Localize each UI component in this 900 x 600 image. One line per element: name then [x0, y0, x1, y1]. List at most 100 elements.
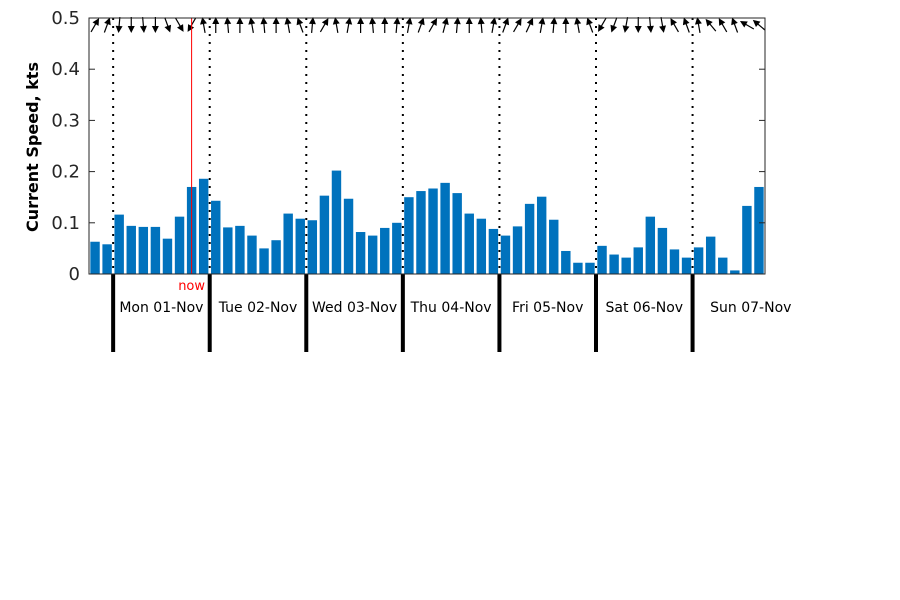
arrow-head: [538, 17, 546, 25]
plot-frame: [88, 17, 766, 275]
arrow-head: [490, 17, 498, 25]
direction-arrow: [598, 17, 607, 32]
arrow-head: [224, 17, 232, 25]
arrow-head: [634, 26, 642, 33]
day-label: Sun 07-Nov: [710, 300, 791, 316]
bar: [561, 250, 571, 274]
bar: [693, 247, 704, 274]
bar: [343, 198, 354, 274]
arrow-head: [453, 17, 461, 25]
direction-arrow: [562, 17, 570, 33]
direction-arrow: [127, 17, 135, 33]
arrow-head: [526, 17, 534, 26]
direction-arrow: [538, 17, 546, 33]
arrow-head: [694, 17, 702, 25]
direction-arrow: [752, 19, 766, 31]
bar: [754, 186, 764, 274]
bar: [512, 226, 523, 274]
arrow-head: [731, 17, 738, 26]
bar: [162, 238, 173, 274]
direction-arrow: [694, 17, 702, 33]
arrow-head: [236, 17, 244, 24]
bar: [549, 219, 559, 274]
direction-arrow: [345, 17, 353, 33]
arrow-head: [550, 17, 558, 25]
direction-arrow: [332, 17, 340, 33]
y-tick-label: 0.2: [51, 162, 80, 183]
arrow-head: [321, 18, 329, 26]
direction-arrow: [646, 16, 654, 33]
arrow-head: [646, 25, 654, 33]
arrow-head: [430, 18, 438, 26]
bar: [174, 216, 185, 274]
arrow-head: [659, 25, 667, 33]
direction-arrow: [428, 18, 438, 33]
day-label: Mon 01-Nov: [119, 300, 203, 316]
direction-arrow: [610, 17, 618, 33]
bar: [621, 257, 631, 274]
direction-arrow: [175, 17, 184, 32]
direction-arrow: [634, 17, 642, 33]
y-tick-label: 0.1: [51, 213, 80, 234]
bar: [271, 240, 281, 274]
bar: [705, 236, 716, 274]
direction-arrow: [90, 18, 100, 33]
arrow-head: [260, 17, 268, 25]
bar: [730, 270, 740, 274]
bar: [102, 244, 112, 274]
direction-arrow: [308, 17, 316, 34]
bar: [609, 254, 619, 274]
direction-arrow: [224, 17, 232, 34]
arrow-head: [357, 17, 365, 24]
day-label: Fri 05-Nov: [512, 300, 583, 316]
bar: [476, 218, 487, 274]
now-label: now: [178, 279, 205, 294]
now-marker: now: [178, 18, 205, 294]
arrow-head: [574, 17, 582, 25]
direction-arrow: [477, 17, 485, 34]
direction-arrow: [574, 17, 582, 33]
direction-arrow: [103, 17, 111, 33]
direction-arrow: [248, 17, 256, 33]
direction-arrow: [164, 17, 172, 33]
y-tick-label: 0.4: [51, 59, 80, 80]
direction-arrow: [187, 17, 197, 32]
direction-arrow: [236, 17, 244, 33]
bar: [307, 220, 318, 274]
bar: [283, 213, 293, 274]
bar: [211, 200, 221, 274]
arrow-head: [104, 17, 111, 26]
arrow-head: [345, 17, 353, 25]
bar: [404, 197, 414, 274]
bar: [235, 225, 245, 274]
bar: [223, 227, 233, 274]
direction-arrow: [682, 17, 690, 33]
bar: [718, 257, 728, 274]
bar: [90, 241, 100, 274]
direction-arrows: [90, 16, 766, 34]
y-axis-ticks: 0 0.1 0.2 0.3 0.4 0.5: [51, 8, 765, 285]
plot-axes: [88, 17, 766, 275]
direction-arrow: [659, 17, 667, 33]
direction-arrow: [490, 17, 498, 33]
direction-arrow: [718, 18, 728, 33]
bar: [138, 226, 149, 274]
day-label: Sat 06-Nov: [605, 300, 683, 316]
direction-arrow: [502, 17, 510, 33]
direction-arrow: [622, 17, 630, 33]
direction-arrow: [739, 21, 755, 30]
direction-arrow: [441, 17, 449, 33]
direction-arrow: [284, 17, 292, 33]
arrow-head: [670, 18, 677, 26]
direction-arrow: [453, 17, 461, 34]
direction-arrow: [272, 17, 280, 33]
bar: [198, 178, 209, 274]
direction-arrow: [296, 17, 304, 33]
arrow-head: [515, 18, 522, 26]
bar: [114, 214, 124, 274]
day-separators: [111, 18, 695, 352]
arrow-head: [212, 17, 220, 24]
bar: [416, 191, 426, 274]
bar: [259, 248, 269, 274]
arrow-head: [164, 24, 172, 33]
